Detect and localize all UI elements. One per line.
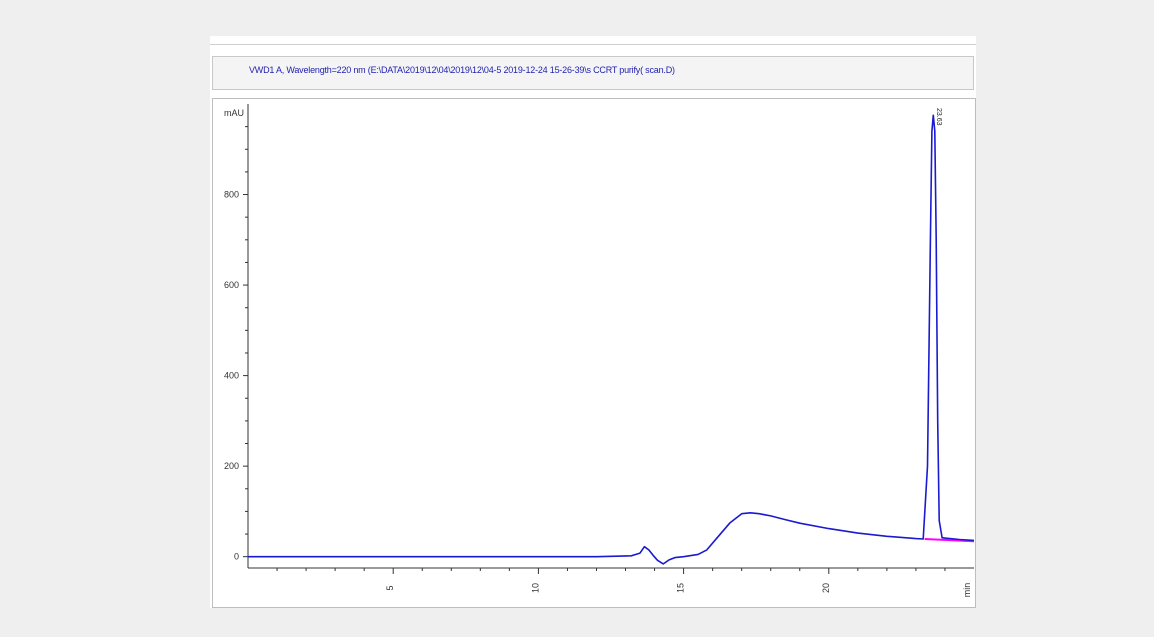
chromatogram-plot: 0 200 400 600 800 mAU 5 10 15 20 min 23.63 <box>212 98 976 608</box>
x-tick-label: 5 <box>385 585 395 590</box>
peak-label: 23.63 <box>935 108 942 126</box>
y-tick-label: 0 <box>234 552 239 562</box>
y-axis-unit: mAU <box>224 108 244 118</box>
series-marks: 23.63 <box>248 108 975 565</box>
chart-title: VWD1 A, Wavelength=220 nm (E:\DATA\2019\… <box>249 65 675 75</box>
chromatogram-svg: 0 200 400 600 800 mAU 5 10 15 20 min 23.63 <box>212 98 976 608</box>
top-divider <box>210 44 976 45</box>
x-tick-label: 10 <box>530 583 540 593</box>
chart-title-bar: VWD1 A, Wavelength=220 nm (E:\DATA\2019\… <box>212 56 974 90</box>
plot-border <box>212 98 976 608</box>
y-tick-label: 400 <box>224 371 239 381</box>
signal-line <box>248 114 975 565</box>
axes: 0 200 400 600 800 mAU 5 10 15 20 min <box>224 104 974 597</box>
integration-baseline <box>924 538 975 543</box>
y-tick-label: 600 <box>224 280 239 290</box>
x-axis-unit: min <box>962 583 972 598</box>
x-tick-label: 15 <box>676 583 686 593</box>
y-tick-label: 800 <box>224 190 239 200</box>
x-tick-label: 20 <box>821 583 831 593</box>
y-tick-label: 200 <box>224 461 239 471</box>
